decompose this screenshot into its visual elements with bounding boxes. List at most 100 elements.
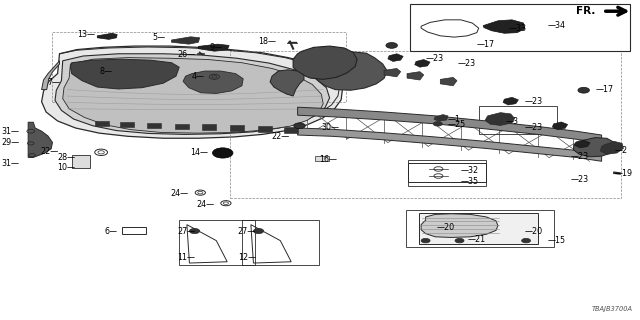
Bar — [202, 124, 216, 130]
Bar — [52, 32, 346, 102]
Text: 28—: 28— — [58, 153, 76, 162]
Polygon shape — [183, 71, 243, 93]
Polygon shape — [298, 107, 602, 143]
Polygon shape — [483, 20, 525, 33]
Text: 4—: 4— — [192, 72, 205, 81]
Text: —34: —34 — [547, 21, 565, 30]
Text: —17: —17 — [477, 40, 495, 49]
Polygon shape — [293, 46, 357, 79]
Text: 12—: 12— — [238, 253, 256, 262]
Text: 30—: 30— — [321, 124, 339, 132]
Text: 27—: 27— — [177, 228, 195, 236]
Bar — [242, 220, 319, 265]
Text: —32: —32 — [461, 166, 479, 175]
Text: 27—: 27— — [237, 228, 256, 236]
Polygon shape — [55, 54, 330, 134]
Text: 5—: 5— — [152, 33, 165, 42]
Circle shape — [433, 122, 442, 126]
Text: 6—: 6— — [104, 227, 117, 236]
Bar — [410, 4, 630, 51]
Bar — [147, 123, 161, 128]
Text: —1: —1 — [448, 115, 461, 124]
Text: —23: —23 — [571, 175, 589, 184]
Polygon shape — [503, 97, 518, 105]
Polygon shape — [552, 122, 568, 130]
Text: —35: —35 — [461, 177, 479, 186]
Text: 18—: 18— — [259, 37, 276, 46]
Text: 24—: 24— — [171, 189, 189, 198]
Polygon shape — [485, 113, 515, 125]
Bar — [95, 121, 109, 126]
Text: 24—: 24— — [196, 200, 214, 209]
Bar — [120, 122, 134, 127]
Text: 8—: 8— — [99, 67, 112, 76]
Text: —25: —25 — [448, 120, 467, 129]
Bar — [284, 127, 298, 133]
Polygon shape — [407, 72, 424, 80]
Polygon shape — [434, 115, 448, 121]
Polygon shape — [575, 140, 590, 148]
Text: —23: —23 — [571, 152, 589, 161]
Text: 7—: 7— — [47, 78, 61, 87]
Polygon shape — [415, 60, 430, 67]
Text: —23: —23 — [426, 54, 444, 63]
Text: —20: —20 — [525, 227, 543, 236]
Polygon shape — [42, 46, 342, 138]
Polygon shape — [42, 61, 60, 90]
Bar — [408, 160, 486, 186]
Bar — [406, 210, 554, 247]
Circle shape — [189, 228, 200, 234]
Text: 14—: 14— — [190, 148, 208, 157]
Bar — [419, 213, 538, 244]
Text: 11—: 11— — [177, 253, 195, 262]
Bar — [230, 125, 244, 131]
Bar — [179, 220, 255, 265]
Text: 16—: 16— — [319, 155, 337, 164]
Polygon shape — [573, 138, 616, 157]
Polygon shape — [270, 70, 304, 96]
Text: 29—: 29— — [1, 138, 19, 147]
Polygon shape — [70, 59, 179, 89]
Text: —3: —3 — [506, 117, 518, 126]
Bar — [408, 163, 486, 182]
Bar — [72, 155, 90, 168]
Polygon shape — [388, 54, 403, 61]
Text: 31—: 31— — [1, 159, 19, 168]
Bar — [258, 126, 272, 132]
Circle shape — [455, 238, 464, 243]
Polygon shape — [298, 128, 602, 161]
Circle shape — [578, 87, 589, 93]
Text: —17: —17 — [595, 85, 613, 94]
Text: —2: —2 — [614, 146, 628, 155]
Polygon shape — [384, 68, 401, 77]
Bar — [315, 156, 329, 161]
Bar — [230, 51, 621, 198]
Text: 31—: 31— — [1, 127, 19, 136]
Polygon shape — [63, 58, 323, 133]
Text: —23: —23 — [525, 97, 543, 106]
Polygon shape — [600, 141, 623, 154]
Polygon shape — [172, 37, 200, 44]
Text: 26—: 26— — [177, 50, 195, 59]
Bar — [122, 227, 146, 234]
Text: 13—: 13— — [77, 30, 95, 39]
Bar — [479, 106, 557, 134]
Polygon shape — [440, 77, 457, 86]
Text: —23: —23 — [458, 60, 476, 68]
Circle shape — [253, 228, 264, 234]
Text: 22—: 22— — [271, 132, 290, 141]
Text: 22—: 22— — [40, 147, 59, 156]
Text: —21: —21 — [467, 236, 485, 244]
Text: 10—: 10— — [58, 164, 76, 172]
Circle shape — [294, 123, 305, 129]
Text: —23: —23 — [525, 124, 543, 132]
Text: 9—: 9— — [209, 43, 223, 52]
Circle shape — [522, 238, 531, 243]
Text: FR.: FR. — [576, 6, 595, 16]
Polygon shape — [421, 214, 498, 237]
Circle shape — [386, 43, 397, 48]
Circle shape — [212, 148, 233, 158]
Polygon shape — [198, 44, 229, 51]
Text: —20: —20 — [436, 223, 454, 232]
Text: —33: —33 — [509, 24, 527, 33]
